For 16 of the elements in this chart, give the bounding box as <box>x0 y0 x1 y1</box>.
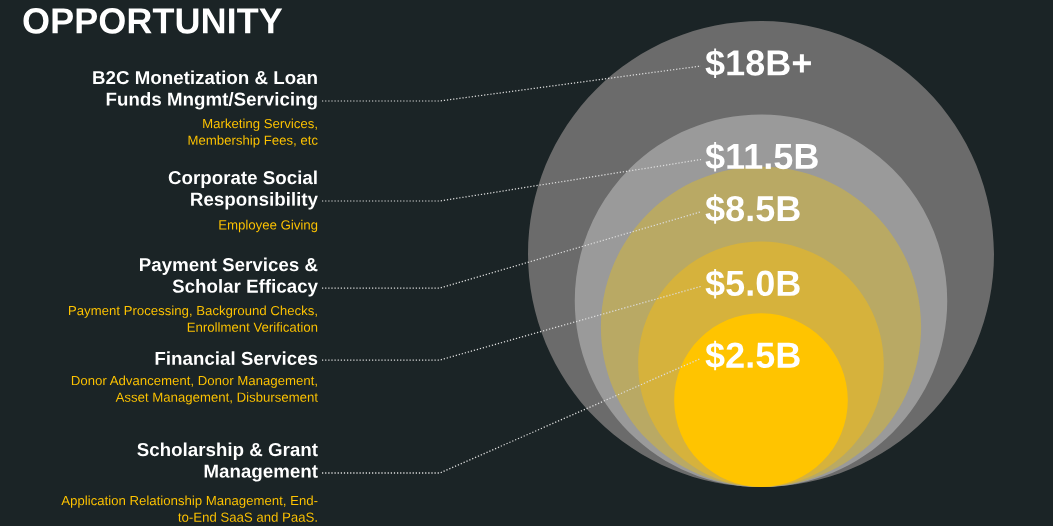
category-label: Financial Services <box>155 351 318 366</box>
text: Payment Processing, Background Checks, Enrollment Verification <box>69 305 318 332</box>
category-label: Corporate Social Responsibility <box>168 170 318 210</box>
data-label: $5.0B <box>705 268 800 299</box>
data-label: $8.5B <box>705 194 800 224</box>
text: Application Relationship Management, End- to-End SaaS and PaaS. <box>61 495 318 522</box>
text: Marketing Services, Membership Fees, etc <box>188 118 318 148</box>
category-label: B2C Monetization & Loan Funds Mngmt/Servicing <box>93 70 317 110</box>
category-label: Scholarship & Grant Management <box>137 442 318 482</box>
data-label: $18B+ <box>705 48 811 79</box>
category-label: Payment Services & Scholar Efficacy <box>139 257 318 297</box>
data-label: $11.5B <box>705 142 818 172</box>
text: Donor Advancement, Donor Management, Asset Management, Disbursement <box>71 375 318 405</box>
text: OPPORTUNITY <box>23 8 283 34</box>
data-label: $2.5B <box>705 340 800 371</box>
text: Employee Giving <box>219 219 318 233</box>
